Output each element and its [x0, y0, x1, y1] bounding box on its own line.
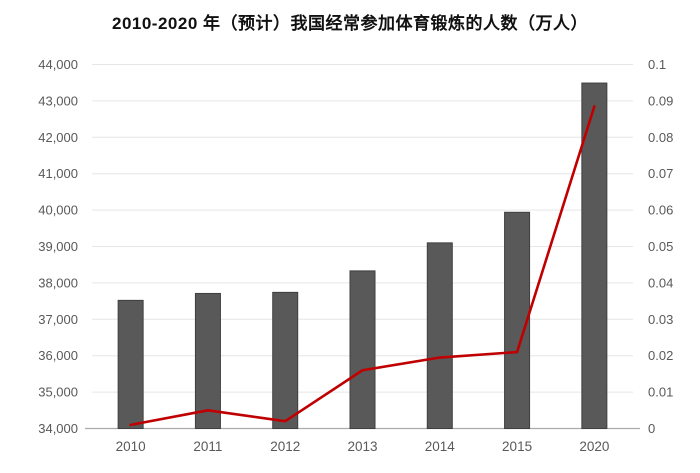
left-axis-tick-label: 37,000: [38, 312, 78, 327]
x-axis-label-2014: 2014: [425, 439, 456, 454]
growth-rate-line: [129, 105, 596, 427]
bar-2011: [194, 292, 221, 429]
right-axis-tick-label: 0.07: [648, 166, 673, 181]
bar-2013: [349, 270, 376, 429]
left-axis-tick-label: 42,000: [38, 130, 78, 145]
left-axis-tick-label: 39,000: [38, 239, 78, 254]
chart-title: 2010-2020 年（预计）我国经常参加体育锻炼的人数（万人）: [111, 14, 589, 33]
right-axis-tick-label: 0.02: [648, 348, 673, 363]
right-axis-tick-label: 0.08: [648, 130, 673, 145]
left-axis-tick-label: 41,000: [38, 166, 78, 181]
right-axis-tick-label: 0.01: [648, 385, 673, 400]
left-axis-tick-label: 38,000: [38, 275, 78, 290]
right-axis-tick-label: 0.05: [648, 239, 673, 254]
right-axis-tick-label: 0.09: [648, 93, 673, 108]
right-axis-tick-label: 0.04: [648, 275, 673, 290]
left-axis-tick-label: 43,000: [38, 93, 78, 108]
right-axis-tick-label: 0: [648, 421, 655, 436]
bar-2020: [581, 82, 608, 430]
left-axis-tick-label: 44,000: [38, 57, 78, 72]
right-axis-tick-label: 0.06: [648, 203, 673, 218]
left-axis-tick-label: 40,000: [38, 203, 78, 218]
x-axis-label-2011: 2011: [193, 439, 222, 454]
left-axis-tick-label: 36,000: [38, 348, 78, 363]
bar-2015: [504, 211, 531, 429]
x-axis-label-2020: 2020: [579, 439, 609, 454]
left-axis-tick-label: 35,000: [38, 385, 78, 400]
right-axis-tick-label: 0.1: [648, 57, 666, 72]
left-axis-tick-label: 34,000: [38, 421, 78, 436]
bar-2012: [272, 291, 299, 430]
right-axis-tick-label: 0.03: [648, 312, 673, 327]
x-axis-label-2013: 2013: [347, 439, 377, 454]
bar-2010: [117, 299, 144, 430]
x-axis-label-2015: 2015: [502, 439, 532, 454]
bar-2014: [426, 242, 453, 429]
x-axis-label-2010: 2010: [116, 439, 146, 454]
x-axis-label-2012: 2012: [270, 439, 300, 454]
